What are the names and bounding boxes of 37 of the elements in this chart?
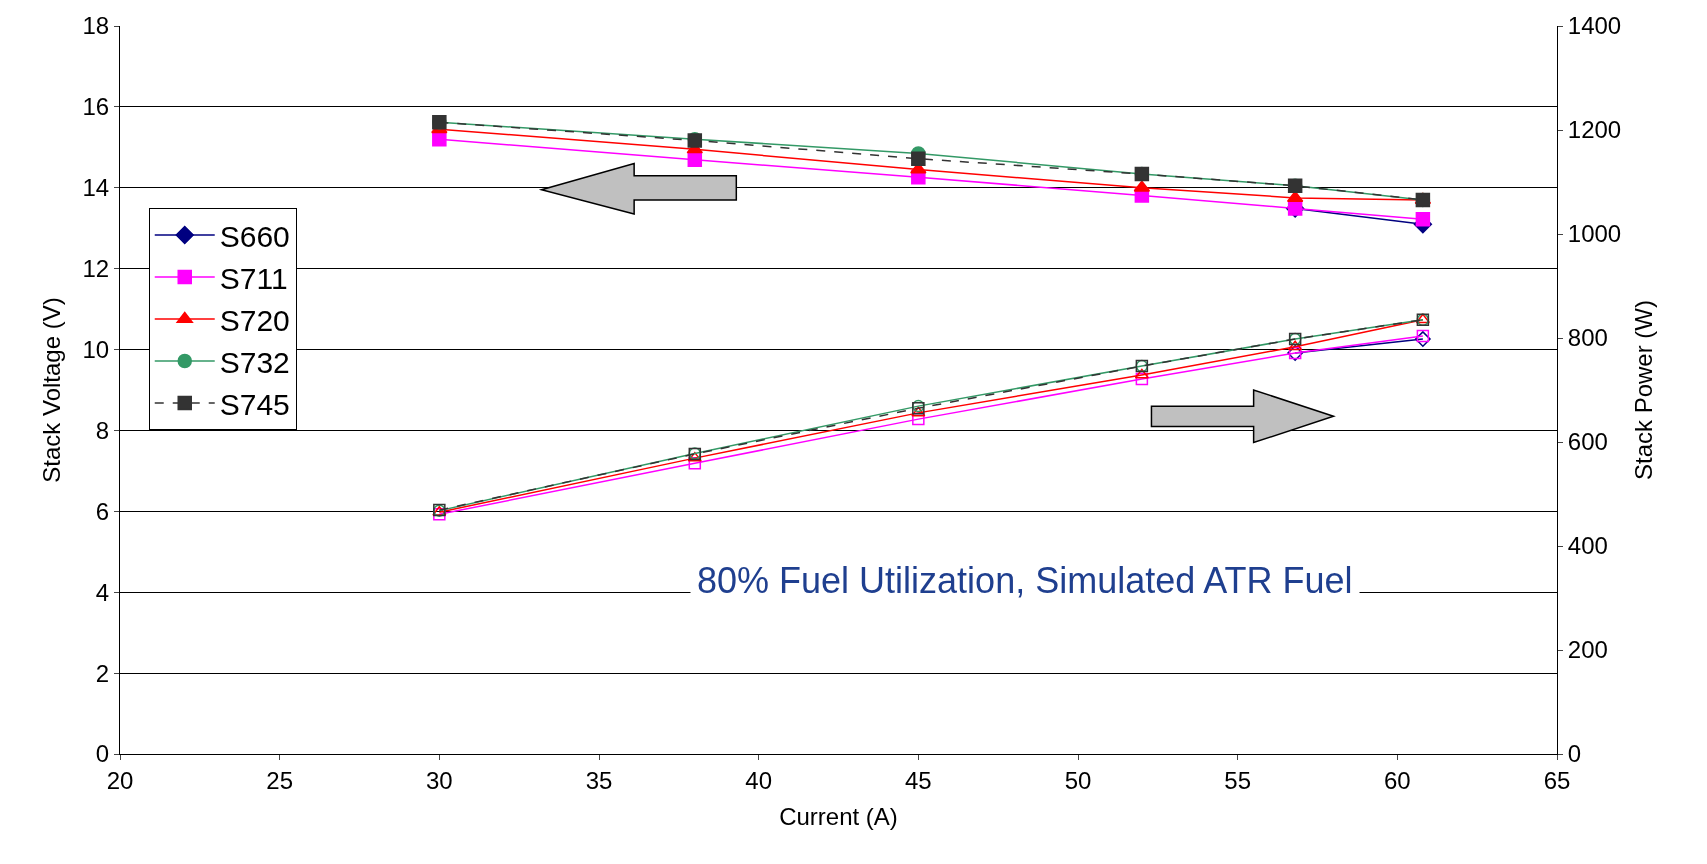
y2-axis-title: Stack Power (W)	[1630, 299, 1658, 481]
y-tick-label: 16	[82, 93, 110, 121]
y-tick-label: 14	[82, 174, 110, 202]
x-tick-label: 30	[425, 766, 453, 794]
x-tick-label: 50	[1064, 766, 1092, 794]
legend-label: S720	[219, 303, 290, 337]
y-tick-label: 0	[95, 740, 110, 768]
y2-tick-label: 800	[1567, 324, 1608, 352]
y-tick-label: 18	[82, 12, 110, 40]
x-tick-label: 35	[585, 766, 613, 794]
y-tick-label: 4	[95, 578, 110, 606]
y2-tick-label: 1200	[1567, 116, 1622, 144]
y2-tick-label: 1400	[1567, 12, 1622, 40]
x-tick-label: 65	[1543, 766, 1571, 794]
y2-tick-label: 400	[1567, 532, 1608, 560]
legend-label: S660	[219, 219, 290, 253]
legend-label: S732	[219, 345, 290, 379]
y-tick-label: 8	[95, 416, 110, 444]
x-tick-label: 25	[266, 766, 294, 794]
y-tick-label: 12	[82, 255, 110, 283]
x-tick-label: 55	[1224, 766, 1252, 794]
y-axis-title: Stack Voltage (V)	[37, 297, 65, 483]
legend-label: S745	[219, 387, 290, 421]
x-tick-label: 20	[106, 766, 134, 794]
y2-tick-label: 1000	[1567, 220, 1622, 248]
x-tick-label: 60	[1383, 766, 1411, 794]
y-tick-label: 6	[95, 497, 110, 525]
x-axis-title: Current (A)	[779, 803, 898, 831]
y-tick-label: 2	[95, 659, 110, 687]
y2-tick-label: 600	[1567, 428, 1608, 456]
y2-tick-label: 0	[1567, 740, 1582, 768]
x-tick-label: 45	[904, 766, 932, 794]
annotation: 80% Fuel Utilization, Simulated ATR Fuel	[697, 560, 1353, 601]
legend-label: S711	[219, 261, 288, 295]
x-tick-label: 40	[745, 766, 773, 794]
y2-tick-label: 200	[1567, 636, 1608, 664]
y-tick-label: 10	[82, 335, 110, 363]
